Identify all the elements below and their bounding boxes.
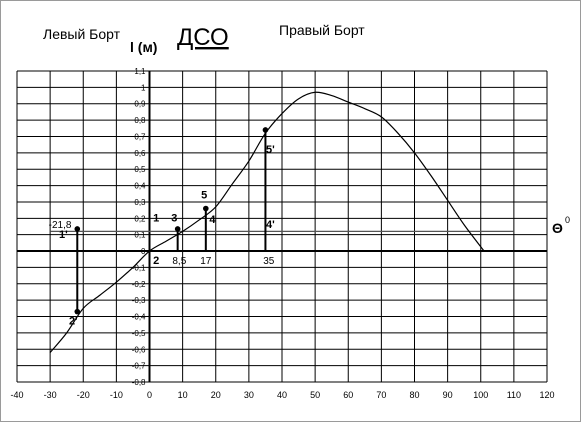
- data-point: [74, 308, 81, 315]
- x-tick-label: 110: [507, 390, 521, 400]
- annotation-label: 3: [171, 213, 177, 225]
- x-axis-label: Θ: [552, 220, 563, 236]
- y-tick-labels: 1,1 1 0,9 0,8 0,7 0,6 0,5 0,4 0,3 0,2 0,1 0 -0,1 -0,2…: [132, 67, 146, 387]
- x-tick-label: 100: [473, 390, 488, 400]
- x-tick-label: -20: [77, 390, 90, 400]
- x-tick-label: 10: [178, 390, 188, 400]
- marks: [74, 127, 269, 315]
- y-tick-label: -0,4: [132, 313, 146, 322]
- annotation-label: 4': [266, 219, 275, 231]
- annotation-label: 5': [266, 144, 275, 156]
- y-tick-label: -0,7: [132, 362, 146, 371]
- y-tick-label: 0,3: [134, 198, 146, 207]
- y-tick-label: -0,2: [132, 280, 146, 289]
- data-point: [74, 226, 81, 232]
- x-tick-label: 70: [376, 390, 386, 400]
- annotation-label: 1: [153, 213, 159, 225]
- annotations: -21,81' 2' 1 2 3 45 4' 5' 8,5 17 35: [49, 144, 275, 328]
- y-tick-label: -0,5: [132, 329, 146, 338]
- y-tick-label: 0,2: [134, 214, 146, 223]
- x-tick-label: 40: [277, 390, 287, 400]
- right-side-label: Правый Борт: [279, 22, 365, 38]
- annotation-label: 5: [201, 190, 207, 202]
- x-tick-label: -10: [110, 390, 123, 400]
- annotation-label: -21,8: [49, 220, 72, 231]
- y-tick-label: 1,1: [134, 67, 146, 76]
- x-tick-label: 50: [310, 390, 320, 400]
- x-tick-label: 60: [343, 390, 353, 400]
- y-tick-label: 0,9: [134, 100, 146, 109]
- left-side-label: Левый Борт: [43, 26, 121, 42]
- y-tick-label: -0,3: [132, 296, 146, 305]
- y-tick-label: -0,6: [132, 345, 146, 354]
- x-axis-label-superscript: 0: [565, 215, 570, 225]
- axes: [17, 71, 547, 382]
- chart-title: ДСО: [177, 24, 229, 51]
- y-tick-label: 0,8: [134, 116, 146, 125]
- y-tick-label: 0,5: [134, 165, 146, 174]
- x-tick-label: 80: [409, 390, 419, 400]
- y-tick-label: 0: [141, 247, 146, 256]
- y-axis-label: l (м): [130, 39, 157, 55]
- y-tick-label: -0,8: [132, 378, 146, 387]
- annotation-label: 2: [153, 255, 159, 267]
- y-tick-label: -0,1: [132, 263, 146, 272]
- x-tick-label: -30: [44, 390, 57, 400]
- annotation-label: 35: [263, 256, 275, 267]
- annotation-label: 2': [69, 316, 78, 328]
- x-tick-label: -40: [10, 390, 23, 400]
- data-point: [203, 205, 209, 212]
- data-point: [174, 226, 181, 232]
- x-tick-labels: -40 -30 -20 -10 0 10 20 30 40 50 60 70 80 90 100 110 120: [10, 390, 554, 400]
- x-tick-label: 120: [539, 390, 554, 400]
- x-tick-label: 20: [211, 390, 221, 400]
- x-tick-label: 90: [443, 390, 453, 400]
- y-tick-label: 0,6: [134, 149, 146, 158]
- annotation-label: 1': [59, 229, 68, 241]
- data-point: [262, 127, 269, 133]
- y-tick-label: 0,1: [134, 231, 146, 240]
- annotation-label: 17: [200, 256, 212, 267]
- x-tick-label: 30: [244, 390, 254, 400]
- y-tick-label: 0,4: [134, 182, 146, 191]
- y-tick-label: 0,7: [134, 132, 146, 141]
- annotation-label: 4: [209, 214, 216, 226]
- y-tick-label: 1: [141, 83, 146, 92]
- grid: [16, 70, 548, 383]
- x-tick-label: 0: [147, 390, 152, 400]
- annotation-label: 8,5: [172, 256, 186, 267]
